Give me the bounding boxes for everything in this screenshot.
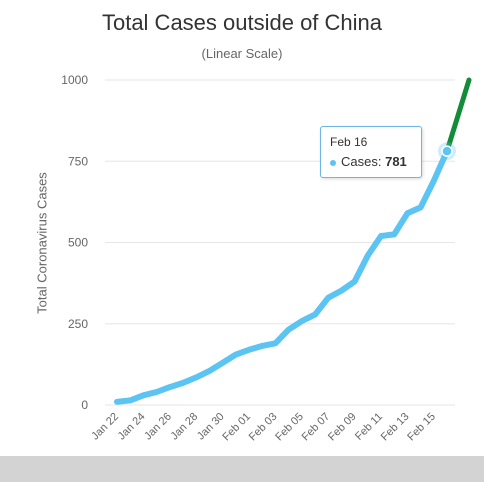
data-point-jan-31 xyxy=(233,352,239,358)
data-point-feb-05 xyxy=(299,318,305,324)
data-point-feb-13 xyxy=(404,210,410,216)
x-tick-label-jan-28: Jan 28 xyxy=(168,411,200,443)
data-point-feb-14 xyxy=(418,204,424,210)
x-tick-label-jan-24: Jan 24 xyxy=(116,411,148,443)
x-tick-label-feb-09: Feb 09 xyxy=(326,411,359,444)
data-point-feb-15 xyxy=(431,178,437,184)
tooltip-value: 781 xyxy=(385,154,407,169)
data-point-feb-11 xyxy=(378,233,384,239)
data-point-feb-10 xyxy=(365,253,371,258)
y-tick-label-0: 0 xyxy=(81,398,88,412)
highlight-point xyxy=(441,145,453,157)
tooltip-series-dot xyxy=(330,159,336,166)
y-tick-label-500: 500 xyxy=(68,236,88,250)
chart-subtitle: (Linear Scale) xyxy=(201,46,283,61)
y-tick-label-1000: 1000 xyxy=(61,73,88,87)
x-tick-label-jan-26: Jan 26 xyxy=(142,411,174,443)
data-point-feb-08 xyxy=(338,288,344,294)
data-point-feb-04 xyxy=(286,327,292,333)
data-point-jan-24 xyxy=(140,392,146,398)
y-tick-label-750: 750 xyxy=(68,154,88,168)
x-tick-label-feb-07: Feb 07 xyxy=(300,411,333,444)
x-tick-label-feb-11: Feb 11 xyxy=(353,411,385,443)
y-tick-label-250: 250 xyxy=(68,317,88,331)
data-point-jan-28 xyxy=(193,374,199,380)
data-point-feb-12 xyxy=(391,231,397,237)
tooltip-date: Feb 16 xyxy=(330,135,368,149)
tooltip-row: Cases: 781 xyxy=(330,154,407,169)
data-point-jan-23 xyxy=(127,397,133,403)
x-tick-label-feb-01: Feb 01 xyxy=(220,411,253,444)
data-point-feb-03 xyxy=(272,340,278,346)
tooltip: Feb 16 Cases: 781 xyxy=(320,126,422,178)
x-tick-label-feb-03: Feb 03 xyxy=(247,411,280,444)
x-tick-label-feb-13: Feb 13 xyxy=(379,411,412,444)
data-point-feb-09 xyxy=(352,279,358,284)
data-point-feb-06 xyxy=(312,312,318,318)
data-point-jan-30 xyxy=(220,360,226,366)
data-point-jan-26 xyxy=(167,384,173,390)
data-point-jan-22 xyxy=(114,399,120,405)
data-point-jan-27 xyxy=(180,380,186,386)
data-point-jan-25 xyxy=(154,389,160,395)
x-tick-label-feb-15: Feb 15 xyxy=(405,411,438,444)
data-point-feb-07 xyxy=(325,295,331,301)
tooltip-series-name: Cases xyxy=(341,154,378,169)
data-point-feb-01 xyxy=(246,347,252,353)
x-tick-label-jan-22: Jan 22 xyxy=(89,411,121,443)
bottom-bar xyxy=(0,456,484,482)
series-line-cases xyxy=(114,148,450,405)
chart-title: Total Cases outside of China xyxy=(101,10,383,35)
data-point-feb-02 xyxy=(259,343,265,349)
x-tick-label-feb-05: Feb 05 xyxy=(273,411,306,444)
extension-line xyxy=(444,77,472,154)
data-point-jan-29 xyxy=(206,368,212,374)
